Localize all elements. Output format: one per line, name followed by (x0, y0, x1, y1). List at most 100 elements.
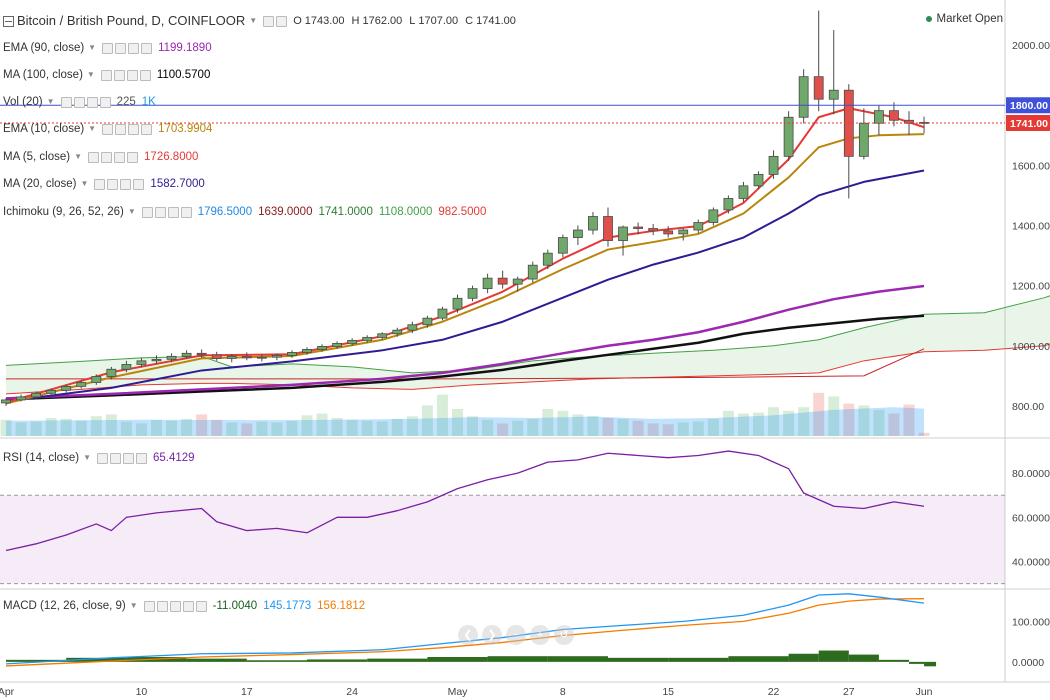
nav-control-button[interactable]: + (530, 625, 550, 645)
candle-body (618, 226, 628, 241)
legend-tools[interactable] (102, 123, 153, 135)
candle (783, 111, 794, 161)
macd-hist-value: 156.1812 (317, 600, 366, 612)
candle-body (557, 237, 568, 254)
indicator-label[interactable]: MA (20, close) (3, 178, 77, 190)
volume-bar (421, 405, 433, 436)
macd-histogram-bar (848, 654, 879, 662)
rsi-label[interactable]: RSI (14, close) (3, 452, 80, 464)
legend-tools[interactable] (94, 178, 145, 190)
candle-body (783, 116, 794, 157)
legend-tools[interactable] (60, 96, 111, 108)
legend-tools[interactable] (102, 42, 153, 54)
price-tag-bg (1006, 97, 1050, 114)
indicator-legend-row: EMA (10, close) ▼ 1703.9904 (3, 121, 218, 137)
legend-tools[interactable] (100, 69, 151, 81)
candle (196, 349, 207, 358)
open-label: O (293, 15, 302, 27)
candle (919, 116, 929, 134)
candle (708, 207, 719, 226)
candle-body (302, 349, 312, 353)
indicator-label[interactable]: Ichimoku (9, 26, 52, 26) (3, 206, 124, 218)
candle (858, 108, 869, 160)
candle (241, 352, 252, 361)
volume-bar (768, 407, 780, 436)
chevron-down-icon[interactable]: ▼ (88, 43, 97, 52)
candle (527, 261, 538, 283)
indicator-label[interactable]: MA (5, close) (3, 151, 71, 163)
rsi-tick-label: 60.0000 (1012, 512, 1050, 524)
macd-histogram-bar (668, 657, 729, 662)
macd-histogram-bar (818, 650, 849, 662)
candle-body (106, 368, 117, 377)
legend-tools[interactable] (88, 151, 139, 163)
candle-body (542, 252, 553, 266)
candle-body (287, 352, 297, 356)
candle-body (61, 385, 72, 391)
candle-body (798, 76, 809, 118)
volume-bar (361, 420, 373, 436)
candle-body (467, 288, 478, 299)
candle-body (151, 358, 162, 362)
volume-bar (30, 421, 42, 436)
chevron-down-icon[interactable]: ▼ (86, 70, 95, 79)
chevron-down-icon[interactable]: ▼ (83, 453, 91, 462)
volume-bar (798, 407, 810, 436)
volume-bar (828, 396, 840, 436)
indicator-value: 1796.5000 (197, 206, 253, 218)
candle (663, 226, 674, 238)
chevron-down-icon[interactable]: ▼ (249, 16, 258, 25)
chevron-down-icon[interactable]: ▼ (88, 124, 97, 133)
chevron-down-icon[interactable]: ▼ (127, 207, 136, 216)
indicator-label[interactable]: EMA (10, close) (3, 123, 85, 135)
chevron-down-icon[interactable]: ▼ (129, 601, 138, 610)
rsi-legend: RSI (14, close) ▼ 65.4129 (3, 450, 201, 466)
volume-bar (647, 423, 659, 436)
nav-control-button[interactable]: − (506, 625, 526, 645)
indicator-label[interactable]: MA (100, close) (3, 69, 83, 81)
volume-bar (632, 420, 644, 436)
indicator-value: 1108.0000 (378, 206, 433, 218)
macd-histogram-bar (728, 656, 789, 662)
nav-control-button[interactable]: ↺ (554, 625, 574, 645)
indicator-label[interactable]: EMA (90, close) (3, 42, 85, 54)
candle (121, 360, 132, 373)
candle (422, 315, 433, 328)
high-label: H (351, 15, 360, 27)
candle (588, 211, 598, 235)
chevron-down-icon[interactable]: ▼ (80, 179, 89, 188)
nav-control-button[interactable]: ❮ (458, 625, 478, 645)
macd-histogram-bar (367, 658, 428, 662)
candle-body (136, 360, 147, 365)
indicator-value: 1199.1890 (158, 42, 212, 54)
chevron-down-icon[interactable]: ▼ (46, 97, 55, 106)
macd-label[interactable]: MACD (12, 26, close, 9) (3, 600, 126, 612)
macd-histogram-bar (909, 661, 925, 664)
volume-bar (888, 413, 900, 436)
legend-tools[interactable] (141, 206, 192, 218)
volume-bar (662, 424, 674, 436)
legend-tools[interactable] (143, 600, 207, 612)
volume-bar (346, 419, 358, 436)
macd-signal-line (5, 598, 925, 667)
symbol-title[interactable]: Bitcoin / British Pound, D, COINFLOOR (17, 13, 246, 28)
nav-control-button[interactable]: ❯ (482, 625, 502, 645)
candle (452, 294, 463, 313)
volume-bar (602, 418, 614, 436)
legend-tools[interactable] (96, 452, 147, 464)
legend-tools[interactable] (263, 15, 288, 27)
chevron-down-icon[interactable]: ▼ (74, 152, 83, 161)
candle (16, 394, 26, 402)
candle-body (482, 277, 493, 290)
candle (332, 341, 343, 349)
price-tick-label: 1000.00 (1012, 341, 1050, 353)
volume-bar (376, 421, 388, 436)
volume-bar (271, 422, 283, 436)
collapse-icon[interactable] (3, 15, 14, 27)
indicator-legend-row: EMA (90, close) ▼ 1199.1890 (3, 40, 218, 56)
volume-bar (737, 413, 749, 436)
indicator-label[interactable]: Vol (20) (3, 96, 43, 108)
macd-tick-label: 0.0000 (1012, 657, 1044, 669)
